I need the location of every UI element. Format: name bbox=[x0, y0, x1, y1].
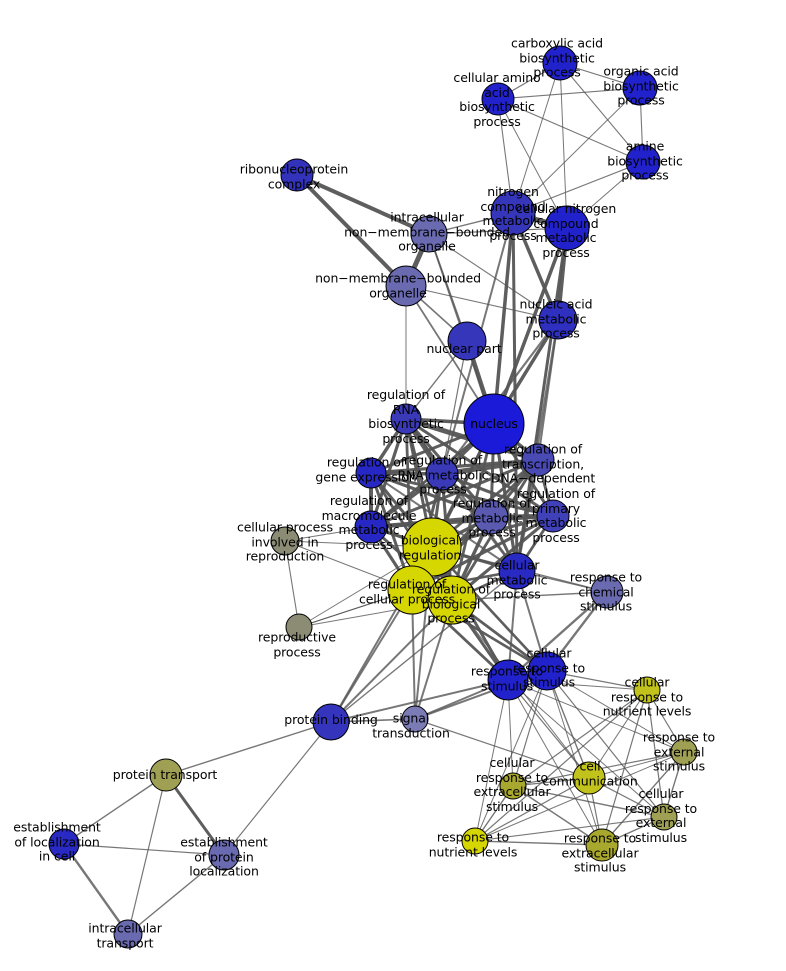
graph-node-establishment-of-protein-localization[interactable] bbox=[208, 839, 240, 871]
graph-edge bbox=[330, 599, 453, 723]
graph-edge bbox=[512, 87, 641, 214]
graph-edge bbox=[474, 670, 548, 842]
graph-edge bbox=[492, 226, 569, 426]
graph-edge bbox=[223, 721, 332, 856]
graph-edge bbox=[512, 62, 561, 214]
graph-node-response-to-chemical-stimulus[interactable] bbox=[590, 575, 624, 609]
graph-edge bbox=[512, 161, 644, 214]
graph-node-organic-acid-biosynthetic-process[interactable] bbox=[622, 70, 658, 106]
graph-node-signal-transduction[interactable] bbox=[401, 705, 429, 733]
graph-edge bbox=[414, 718, 590, 779]
graph-node-regulation-of-macromolecule-metabolic-process[interactable] bbox=[354, 510, 388, 544]
graph-node-cellular-response-to-external-stimulus[interactable] bbox=[650, 803, 678, 831]
graph-edge bbox=[601, 689, 648, 846]
graph-edge bbox=[474, 816, 665, 842]
graph-edge bbox=[295, 173, 431, 236]
graph-node-nuclear-part[interactable] bbox=[447, 321, 487, 361]
graph-edge bbox=[492, 211, 515, 426]
graph-node-ribonucleoprotein-complex[interactable] bbox=[280, 158, 314, 192]
graph-edge bbox=[127, 854, 225, 935]
graph-node-response-to-nutrient-levels[interactable] bbox=[461, 827, 489, 855]
graph-edge bbox=[474, 777, 590, 842]
graph-edge bbox=[559, 62, 644, 163]
graph-edge bbox=[474, 679, 509, 842]
graph-node-nitrogen-compound-metabolic-process[interactable] bbox=[490, 190, 536, 236]
graph-node-intracellular-non-membrane-bounded-organelle[interactable] bbox=[410, 215, 448, 253]
graph-edge bbox=[507, 679, 685, 753]
graph-edge bbox=[474, 689, 648, 842]
graph-node-carboxylic-acid-biosynthetic-process[interactable] bbox=[542, 45, 578, 81]
graph-node-regulation-of-rna-metabolic-process[interactable] bbox=[425, 457, 459, 491]
graph-node-regulation-of-biological-process[interactable] bbox=[427, 575, 477, 625]
graph-edge bbox=[369, 471, 555, 518]
graph-edge bbox=[63, 774, 167, 845]
graph-node-reproductive-process[interactable] bbox=[285, 613, 313, 641]
graph-edge bbox=[546, 670, 685, 753]
graph-edge bbox=[546, 670, 603, 846]
graph-edge bbox=[506, 590, 609, 682]
graph-edge bbox=[410, 514, 555, 592]
graph-node-establishment-of-localization-in-cell[interactable] bbox=[48, 828, 80, 860]
graph-edge bbox=[512, 785, 603, 846]
graph-edge bbox=[559, 62, 568, 229]
graph-edge bbox=[537, 319, 559, 461]
graph-edge bbox=[507, 679, 603, 846]
graph-node-cellular-response-to-stimulus[interactable] bbox=[527, 651, 567, 691]
graph-edge bbox=[330, 589, 413, 723]
graph-edge bbox=[497, 98, 644, 163]
graph-node-response-to-external-stimulus[interactable] bbox=[670, 738, 698, 766]
graph-node-cell-communication[interactable] bbox=[572, 761, 606, 795]
graph-node-regulation-of-rna-biosynthetic-process[interactable] bbox=[390, 403, 422, 435]
graph-edge bbox=[428, 227, 568, 235]
graph-node-amine-biosynthetic-process[interactable] bbox=[625, 144, 661, 180]
graph-edge bbox=[474, 840, 603, 846]
graph-node-cellular-process-involved-in-reproduction[interactable] bbox=[270, 526, 300, 556]
graph-node-intracellular-transport[interactable] bbox=[113, 919, 143, 949]
graph-edge bbox=[428, 233, 559, 321]
graph-node-protein-binding[interactable] bbox=[312, 703, 350, 741]
graph-edge bbox=[405, 285, 559, 321]
graph-node-cellular-nitrogen-compound-metabolic-process[interactable] bbox=[544, 205, 590, 251]
graph-node-regulation-of-gene-expression[interactable] bbox=[355, 457, 387, 489]
graph-edge bbox=[451, 591, 608, 601]
graph-node-non-membrane-bounded-organelle[interactable] bbox=[385, 265, 427, 307]
graph-node-response-to-extracellular-stimulus[interactable] bbox=[585, 828, 619, 862]
node-layer bbox=[48, 45, 698, 949]
graph-edge bbox=[546, 670, 665, 818]
graph-node-cellular-response-to-nutrient-levels[interactable] bbox=[633, 676, 661, 704]
graph-edge bbox=[497, 98, 568, 229]
graph-edge bbox=[127, 774, 167, 935]
graph-edge bbox=[330, 679, 509, 723]
graph-edge bbox=[474, 751, 685, 842]
graph-node-regulation-of-metabolic-process[interactable] bbox=[473, 499, 509, 535]
edge-layer bbox=[62, 62, 685, 936]
graph-edge bbox=[62, 842, 130, 936]
graph-node-protein-transport[interactable] bbox=[149, 758, 183, 792]
graph-node-regulation-of-transcription-dna-dependent[interactable] bbox=[521, 443, 555, 477]
graph-edge bbox=[512, 670, 548, 787]
graph-edge bbox=[441, 340, 468, 475]
graph-edge bbox=[646, 689, 665, 818]
graph-node-response-to-stimulus[interactable] bbox=[487, 659, 529, 701]
graph-node-cellular-amino-acid-biosynthetic-process[interactable] bbox=[481, 82, 515, 116]
graph-edge bbox=[512, 785, 665, 818]
graph-node-regulation-of-primary-metabolic-process[interactable] bbox=[536, 499, 570, 533]
graph-edge bbox=[284, 540, 300, 628]
graph-edge bbox=[369, 471, 493, 519]
graph-edge bbox=[497, 87, 641, 100]
graph-edge bbox=[63, 843, 225, 856]
graph-node-cellular-metabolic-process[interactable] bbox=[498, 552, 536, 590]
graph-edge bbox=[588, 689, 648, 779]
graph-node-cellular-response-to-extracellular-stimulus[interactable] bbox=[499, 772, 527, 800]
graph-node-nucleic-acid-metabolic-process[interactable] bbox=[538, 300, 578, 340]
graph-edge bbox=[601, 751, 685, 846]
graph-edge bbox=[295, 173, 408, 288]
graph-edge bbox=[330, 570, 518, 723]
graph-node-nucleus[interactable] bbox=[463, 393, 525, 455]
graph-edge bbox=[165, 721, 332, 776]
graph-edge bbox=[512, 689, 648, 787]
